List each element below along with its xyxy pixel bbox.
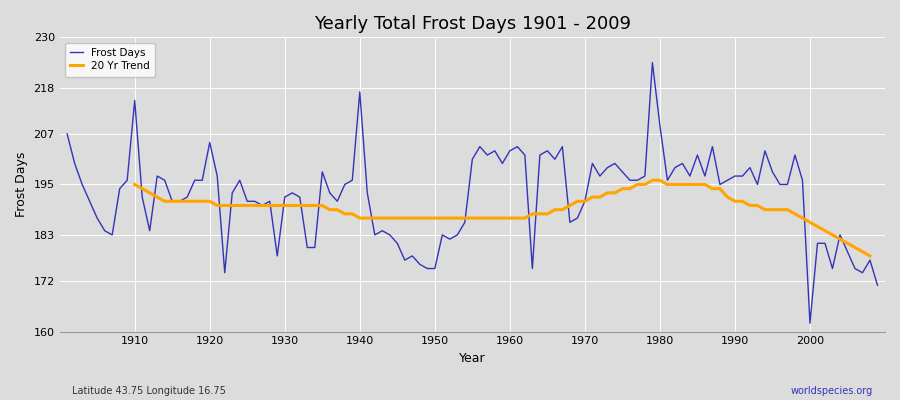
Legend: Frost Days, 20 Yr Trend: Frost Days, 20 Yr Trend (65, 42, 155, 76)
Frost Days (872, 283, 883, 288)
Title: Yearly Total Frost Days 1901 - 2009: Yearly Total Frost Days 1901 - 2009 (314, 15, 631, 33)
X-axis label: Year: Year (459, 352, 486, 365)
Text: worldspecies.org: worldspecies.org (791, 386, 873, 396)
Frost Days (122, 178, 132, 183)
20 Yr Trend (715, 186, 725, 191)
Frost Days (62, 132, 73, 136)
20 Yr Trend (865, 254, 876, 258)
20 Yr Trend (647, 178, 658, 183)
Frost Days (497, 161, 508, 166)
Y-axis label: Frost Days: Frost Days (15, 152, 28, 217)
Line: 20 Yr Trend: 20 Yr Trend (135, 180, 870, 256)
20 Yr Trend (130, 182, 140, 187)
20 Yr Trend (497, 216, 508, 220)
Frost Days (504, 148, 515, 153)
20 Yr Trend (355, 216, 365, 220)
Frost Days (805, 321, 815, 326)
Text: Latitude 43.75 Longitude 16.75: Latitude 43.75 Longitude 16.75 (72, 386, 226, 396)
Line: Frost Days: Frost Days (68, 62, 878, 323)
Frost Days (647, 60, 658, 65)
Frost Days (332, 199, 343, 204)
Frost Days (287, 190, 298, 195)
Frost Days (595, 174, 606, 178)
20 Yr Trend (302, 203, 312, 208)
20 Yr Trend (519, 216, 530, 220)
20 Yr Trend (324, 207, 335, 212)
